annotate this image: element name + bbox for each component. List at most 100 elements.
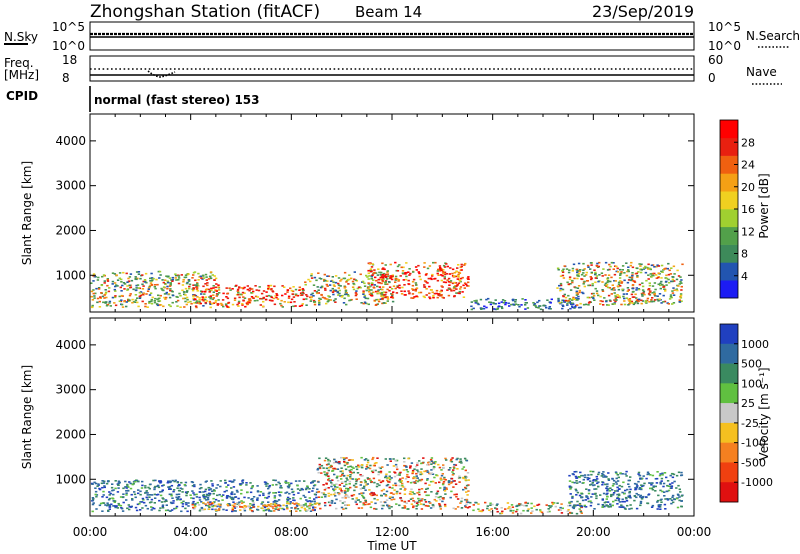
velocity-echo-cell — [586, 478, 590, 481]
velocity-echo-cell — [339, 475, 342, 477]
velocity-echo-cell — [434, 495, 438, 498]
power-echo-cell — [423, 286, 426, 288]
velocity-echo-cell — [280, 491, 283, 494]
velocity-echo-cell — [435, 474, 438, 476]
power-echo-cell — [590, 264, 593, 266]
power-echo-cell — [618, 295, 621, 297]
velocity-echo-cell — [392, 484, 395, 487]
power-echo-cell — [256, 299, 259, 302]
power-echo-cell — [143, 281, 147, 283]
velocity-echo-cell — [612, 492, 616, 494]
velocity-echo-cell — [133, 491, 136, 493]
power-echo-cell — [571, 281, 574, 284]
power-echo-cell — [306, 295, 309, 298]
velocity-echo-cell — [333, 458, 336, 461]
velocity-echo-cell — [98, 487, 101, 490]
velocity-echo-cell — [438, 504, 442, 506]
velocity-echo-cell — [159, 480, 162, 482]
velocity-echo-cell — [279, 485, 283, 487]
velocity-echo-cell — [141, 484, 144, 487]
velocity-echo-cell — [606, 495, 609, 498]
velocity-echo-cell — [274, 505, 277, 507]
power-colorbar-tick-label: 28 — [741, 136, 755, 149]
velocity-echo-cell — [462, 477, 465, 480]
power-echo-cell — [640, 269, 643, 271]
velocity-echo-cell — [180, 510, 183, 513]
power-echo-cell — [488, 301, 491, 303]
power-echo-cell — [368, 275, 371, 277]
velocity-echo-cell — [235, 489, 239, 492]
velocity-echo-cell — [237, 497, 240, 500]
velocity-echo-cell — [165, 500, 168, 502]
velocity-echo-cell — [372, 492, 375, 494]
velocity-echo-cell — [568, 474, 571, 477]
power-echo-cell — [167, 275, 170, 278]
velocity-echo-cell — [112, 493, 115, 496]
velocity-echo-cell — [346, 463, 349, 465]
velocity-echo-cell — [412, 506, 415, 509]
power-echo-cell — [571, 298, 575, 300]
power-echo-cell — [429, 277, 433, 280]
velocity-echo-cell — [199, 483, 202, 486]
velocity-echo-cell — [680, 500, 683, 502]
velocity-echo-cell — [601, 498, 604, 500]
velocity-echo-cell — [228, 504, 232, 506]
power-echo-cell — [397, 280, 400, 282]
velocity-echo-cell — [352, 471, 355, 474]
power-echo-cell — [118, 272, 122, 274]
power-echo-cell — [584, 274, 588, 276]
velocity-echo-cell — [126, 485, 129, 487]
power-echo-cell — [625, 262, 628, 264]
velocity-echo-cell — [578, 481, 581, 483]
velocity-echo-cell — [295, 502, 298, 504]
power-echo-cell — [91, 299, 95, 301]
power-echo-cell — [457, 276, 460, 278]
velocity-echo-cell — [527, 508, 530, 510]
velocity-echo-cell — [646, 473, 649, 476]
power-echo-cell — [135, 287, 138, 289]
power-echo-cell — [514, 303, 518, 305]
power-echo-cell — [105, 301, 108, 303]
power-echo-cell — [370, 266, 374, 268]
velocity-echo-cell — [141, 497, 145, 500]
velocity-echo-cell — [291, 502, 295, 504]
velocity-echo-cell — [316, 468, 319, 471]
power-echo-cell — [559, 275, 563, 277]
power-echo-cell — [379, 288, 383, 291]
power-echo-cell — [438, 270, 442, 272]
velocity-echo-cell — [333, 486, 337, 488]
velocity-echo-cell — [651, 474, 655, 477]
velocity-echo-cell — [355, 468, 359, 471]
power-echo-cell — [129, 293, 132, 295]
power-echo-cell — [566, 281, 569, 284]
velocity-echo-cell — [194, 503, 197, 505]
velocity-echo-cell — [168, 493, 171, 496]
velocity-echo-cell — [214, 498, 218, 501]
velocity-echo-cell — [274, 500, 277, 502]
power-echo-cell — [99, 296, 102, 298]
velocity-echo-cell — [219, 504, 222, 507]
velocity-echo-cell — [432, 467, 435, 470]
velocity-echo-cell — [91, 503, 95, 506]
power-echo-cell — [384, 291, 388, 294]
power-echo-cell — [651, 285, 655, 287]
power-echo-cell — [170, 290, 174, 292]
power-echo-cell — [453, 295, 456, 298]
velocity-echo-cell — [267, 509, 271, 511]
velocity-echo-cell — [335, 507, 338, 510]
velocity-echo-cell — [388, 475, 391, 478]
noise-right-tick-top: 10^5 — [708, 20, 741, 34]
power-echo-cell — [355, 298, 358, 300]
velocity-echo-cell — [233, 510, 236, 512]
power-echo-cell — [379, 278, 382, 281]
velocity-echo-cell — [359, 465, 362, 467]
power-echo-cell — [667, 303, 670, 305]
velocity-echo-cell — [371, 471, 375, 474]
velocity-echo-cell — [567, 509, 570, 511]
velocity-echo-cell — [666, 484, 669, 487]
velocity-echo-cell — [465, 484, 469, 487]
power-echo-cell — [443, 276, 446, 278]
velocity-echo-cell — [617, 498, 621, 500]
power-echo-cell — [673, 273, 676, 275]
